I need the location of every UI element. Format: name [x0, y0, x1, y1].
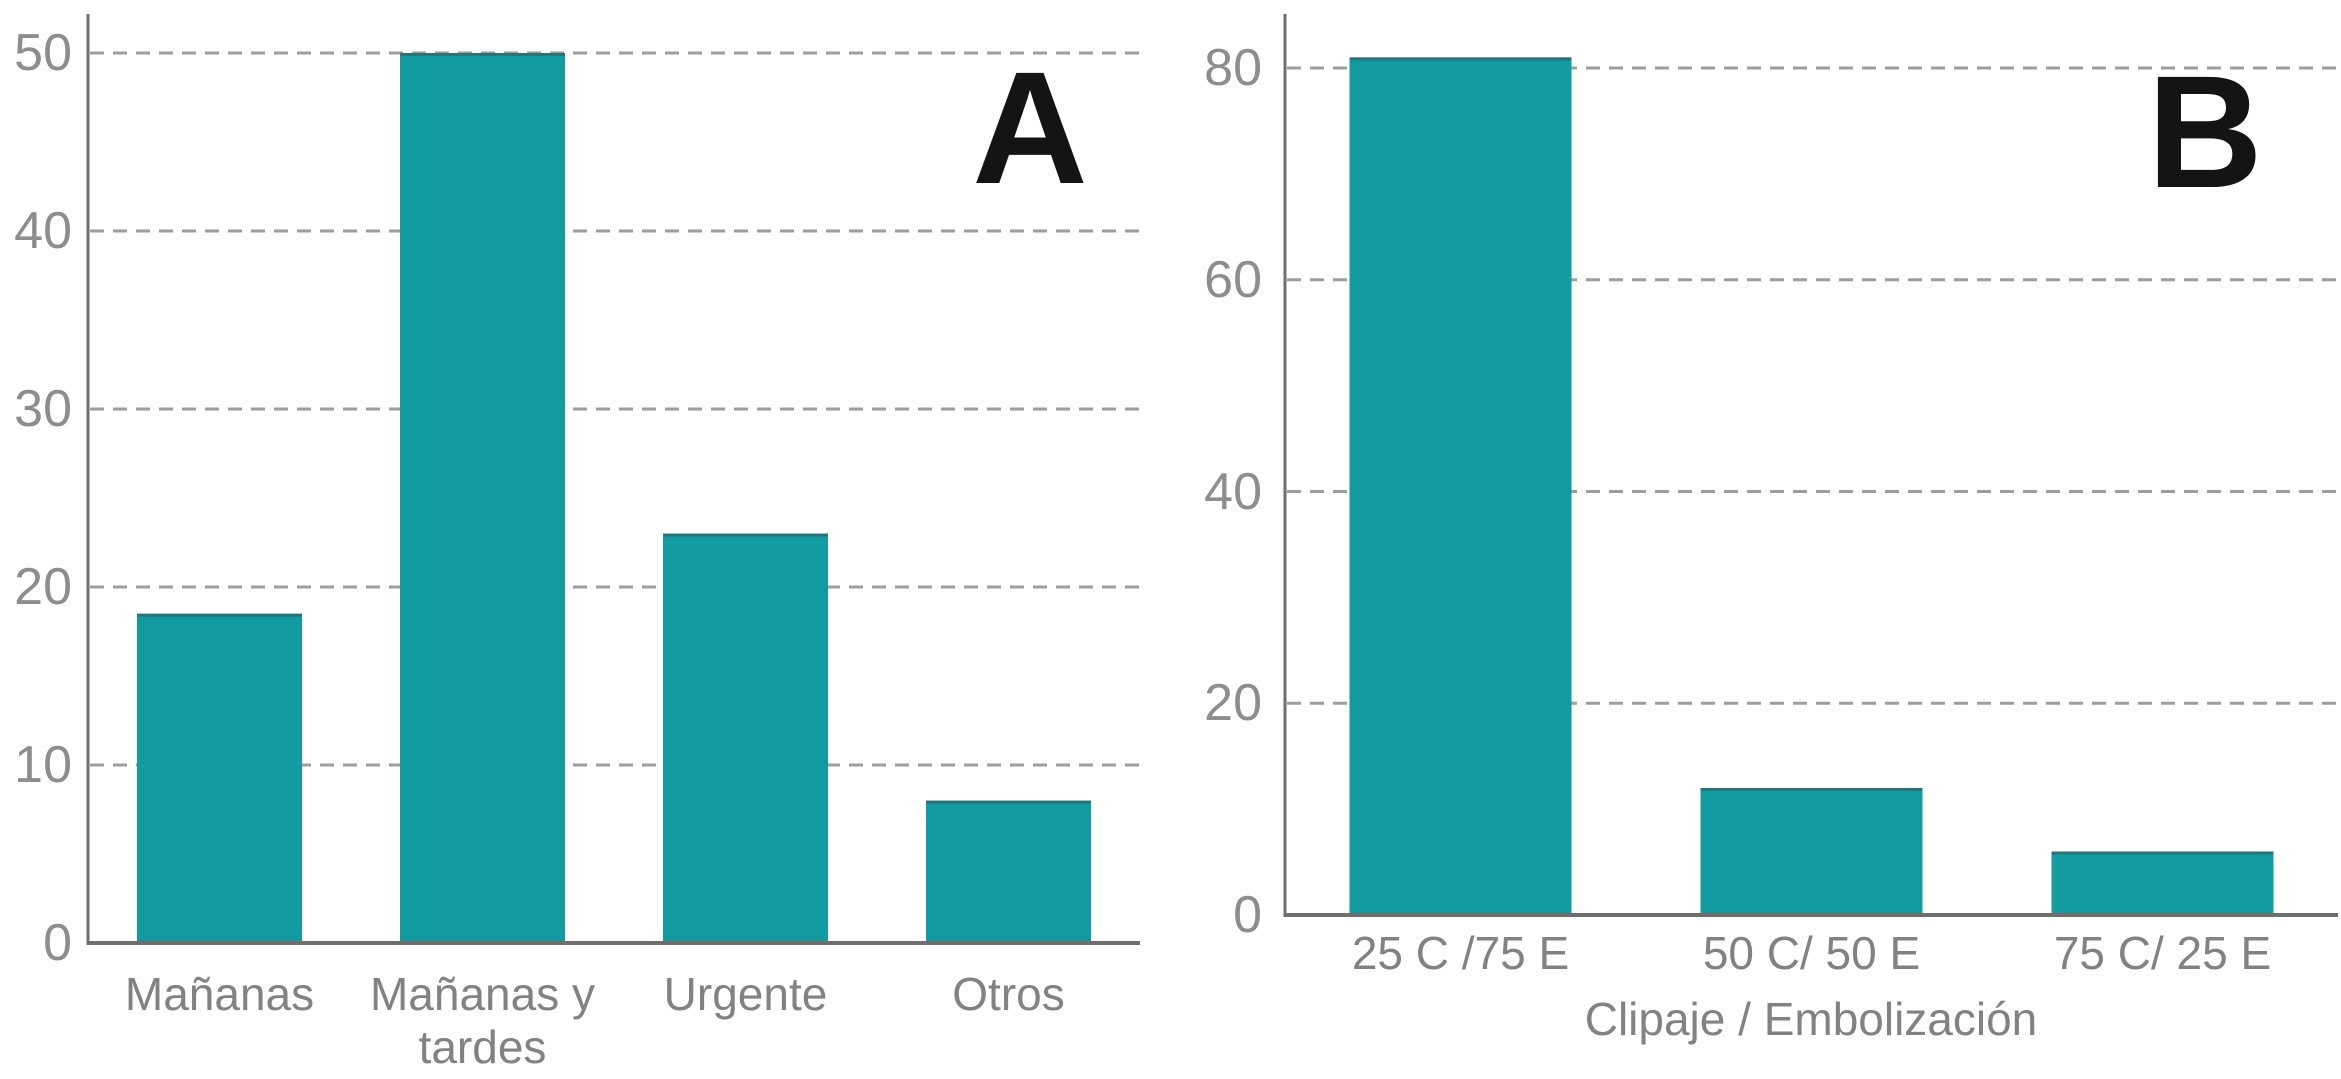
chart-a-bar-3 — [663, 533, 828, 943]
chart-b-ytick-40: 40 — [1204, 462, 1262, 521]
chart-b-category-label-2: 50 C/ 50 E — [1702, 927, 1921, 979]
chart-b-ytick-60: 60 — [1204, 250, 1262, 309]
chart-a-ytick-0: 0 — [43, 914, 72, 972]
chart-b-ytick-20: 20 — [1204, 674, 1262, 733]
chart-a-ytick-10: 10 — [14, 736, 72, 794]
chart-b-category-label-1: 25 C /75 E — [1351, 927, 1570, 979]
chart-b-bar-1 — [1349, 57, 1572, 916]
chart-b-xaxis-title: Clipaje / Embolización — [1584, 993, 2038, 1045]
chart-a-ytick-50: 50 — [14, 24, 72, 82]
chart-b-category-label-3: 75 C/ 25 E — [2053, 927, 2272, 979]
chart-b-bar-2 — [1700, 787, 1923, 915]
chart-a-ytick-40: 40 — [14, 202, 72, 260]
panel-a-label: A — [972, 38, 1088, 217]
chart-a-category-label-1: Mañanas — [124, 968, 315, 1020]
chart-a-bar-4 — [926, 800, 1091, 943]
chart-a-ytick-20: 20 — [14, 558, 72, 616]
chart-a-ytick-30: 30 — [14, 380, 72, 438]
chart-b-ytick-80: 80 — [1204, 39, 1262, 97]
chart-a-bar-1 — [137, 613, 302, 943]
chart-b-bar-3 — [2051, 851, 2274, 915]
chart-a-category-label-3: Urgente — [663, 968, 828, 1020]
panel-b-label: B — [2147, 42, 2263, 221]
chart-a-category-label-2: Mañanas y tardes — [369, 968, 595, 1074]
chart-a-bar-2 — [400, 53, 565, 943]
chart-a-category-label-4: Otros — [952, 968, 1065, 1020]
chart-b-ytick-0: 0 — [1233, 886, 1262, 944]
